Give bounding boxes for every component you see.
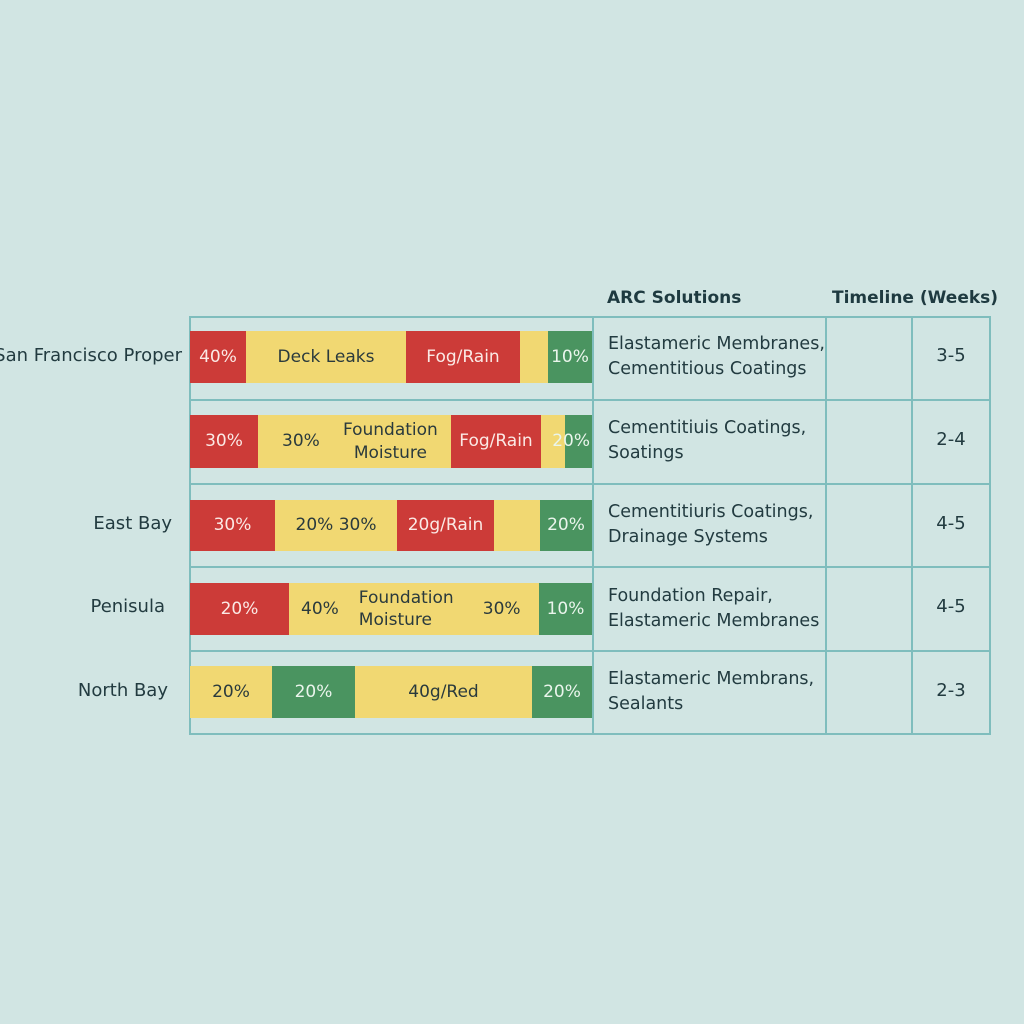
bar-segment: 40g/Red bbox=[355, 666, 532, 718]
solution-line: Elastameric Membranes, bbox=[608, 334, 825, 354]
row-label-north-bay: North Bay bbox=[77, 680, 168, 701]
bar-segment: Fog/Rain bbox=[406, 331, 520, 383]
bar-segment bbox=[494, 500, 540, 551]
timeline-cell: 2-4 bbox=[936, 429, 966, 450]
bar-segment: 20% bbox=[272, 666, 355, 718]
timeline-cell: 4-5 bbox=[936, 513, 966, 534]
bar-segment: 10% bbox=[548, 331, 592, 383]
segment-label: Foundation Moisture bbox=[342, 420, 438, 463]
bar-segment: 20% bbox=[190, 666, 272, 718]
timeline-cell: 4-5 bbox=[936, 596, 966, 617]
bar-segment: 20% bbox=[540, 500, 592, 551]
grid-line bbox=[189, 483, 991, 485]
solutions-cell: Cementitiuris Coatings, Drainage Systems bbox=[608, 500, 813, 550]
stacked-bar-east-bay: 30% 20% 30% 20g/Rain 20% bbox=[190, 500, 592, 551]
stacked-bar-row2: 30% 30% Foundation Moisture Fog/Rain 20% bbox=[190, 415, 592, 468]
segment-label: 30% bbox=[482, 598, 521, 619]
grid-line bbox=[825, 316, 827, 735]
solution-line: Soatings bbox=[608, 443, 684, 463]
grid-line bbox=[189, 399, 991, 401]
grid-line bbox=[989, 316, 991, 735]
bar-segment: 20% bbox=[532, 666, 592, 718]
solutions-cell: Foundation Repair, Elastameric Membranes bbox=[608, 584, 819, 634]
bar-segment: 40% Foundation Moisture 30% bbox=[289, 583, 539, 635]
bar-segment: 10% bbox=[539, 583, 592, 635]
bar-segment: Fog/Rain bbox=[451, 415, 541, 468]
grid-line bbox=[592, 316, 594, 735]
solution-line: Cementitiuris Coatings, bbox=[608, 502, 814, 522]
solutions-cell: Elastameric Membranes, Cementitious Coat… bbox=[608, 332, 825, 382]
solution-line: Drainage Systems bbox=[608, 527, 768, 547]
bar-segment: 30% bbox=[190, 500, 275, 551]
grid-line bbox=[189, 650, 991, 652]
bar-segment: 30% bbox=[190, 415, 258, 468]
bar-segment: 20g/Rain bbox=[397, 500, 494, 551]
segment-label: Foundation Moisture bbox=[358, 587, 454, 630]
segment-label: 40% bbox=[301, 598, 339, 619]
row-label-penisula: Penisula bbox=[90, 596, 165, 617]
bar-segment: 20% bbox=[552, 415, 592, 468]
grid-line bbox=[189, 566, 991, 568]
segment-label: 30% bbox=[282, 431, 320, 452]
header-arc-solutions: ARC Solutions bbox=[607, 288, 742, 308]
stacked-bar-north-bay: 20% 20% 40g/Red 20% bbox=[190, 666, 592, 718]
solution-line: Cementitious Coatings bbox=[608, 359, 807, 379]
bar-segment: 20% bbox=[190, 583, 289, 635]
grid-line bbox=[911, 316, 913, 735]
bar-segment bbox=[520, 331, 548, 383]
solution-line: Foundation Repair, bbox=[608, 586, 773, 606]
stacked-bar-sf: 40% Deck Leaks Fog/Rain 10% bbox=[190, 331, 592, 383]
bar-segment: 40% bbox=[190, 331, 246, 383]
bar-segment: Deck Leaks bbox=[246, 331, 406, 383]
solution-line: Elastameric Membranes bbox=[608, 611, 820, 631]
row-label-sf: San Francisco Proper bbox=[0, 345, 182, 366]
bar-segment: 30% Foundation Moisture bbox=[258, 415, 451, 468]
bar-segment: 20% 30% bbox=[275, 500, 397, 551]
solution-line: Sealants bbox=[608, 694, 684, 714]
row-label-east-bay: East Bay bbox=[93, 513, 172, 534]
segment-label: 20% bbox=[552, 431, 590, 452]
header-timeline: Timeline (Weeks) bbox=[832, 288, 999, 308]
timeline-cell: 2-3 bbox=[936, 680, 966, 701]
solution-line: Cementitiuis Coatings, bbox=[608, 418, 807, 438]
solution-line: Elastameric Membrans, bbox=[608, 669, 815, 689]
grid-line bbox=[189, 733, 991, 735]
grid-line bbox=[189, 316, 991, 318]
solutions-cell: Cementitiuis Coatings, Soatings bbox=[608, 416, 806, 466]
timeline-cell: 3-5 bbox=[936, 345, 966, 366]
solutions-cell: Elastameric Membrans, Sealants bbox=[608, 667, 814, 717]
stacked-bar-penisula: 20% 40% Foundation Moisture 30% 10% bbox=[190, 583, 592, 635]
bar-segment bbox=[541, 415, 565, 468]
